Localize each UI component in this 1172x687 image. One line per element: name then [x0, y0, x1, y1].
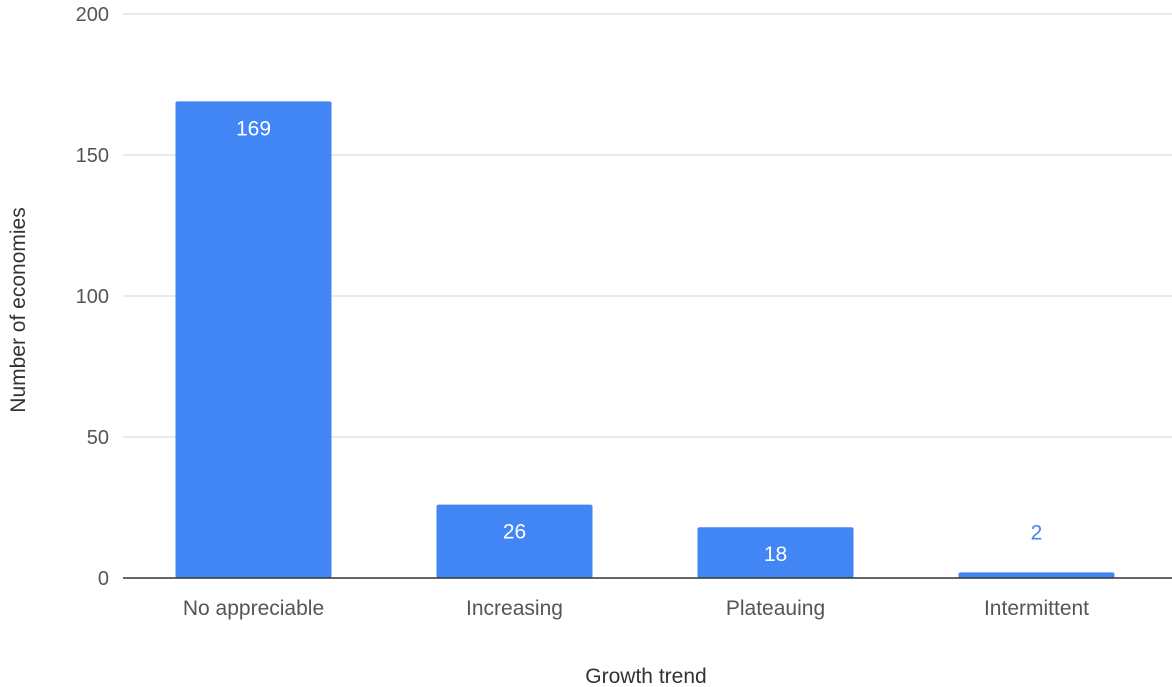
bars [175, 101, 1115, 579]
category-label: Intermittent [984, 597, 1089, 620]
y-tick-label: 150 [76, 145, 109, 167]
y-tick-label: 100 [76, 286, 109, 308]
bar [697, 527, 854, 578]
bar [175, 101, 332, 579]
category-label: Plateauing [726, 597, 825, 620]
bar [436, 504, 593, 578]
data-label: 169 [236, 117, 271, 140]
data-label: 26 [503, 521, 526, 544]
y-tick-label: 50 [87, 427, 109, 449]
y-tick-label: 0 [98, 568, 109, 590]
category-label: No appreciable [183, 597, 324, 620]
y-axis-title: Number of economies [7, 207, 30, 412]
bar [958, 572, 1115, 578]
data-labels: 169 26 18 2 [236, 117, 1042, 566]
x-axis-categories: No appreciable Increasing Plateauing Interm… [183, 597, 1089, 620]
y-tick-label: 200 [76, 4, 109, 26]
data-label: 18 [764, 543, 787, 566]
category-label: Increasing [466, 597, 563, 620]
data-label: 2 [1031, 521, 1043, 544]
y-axis-ticks: 0 50 100 150 200 [76, 4, 109, 590]
x-axis-title: Growth trend [585, 665, 706, 687]
